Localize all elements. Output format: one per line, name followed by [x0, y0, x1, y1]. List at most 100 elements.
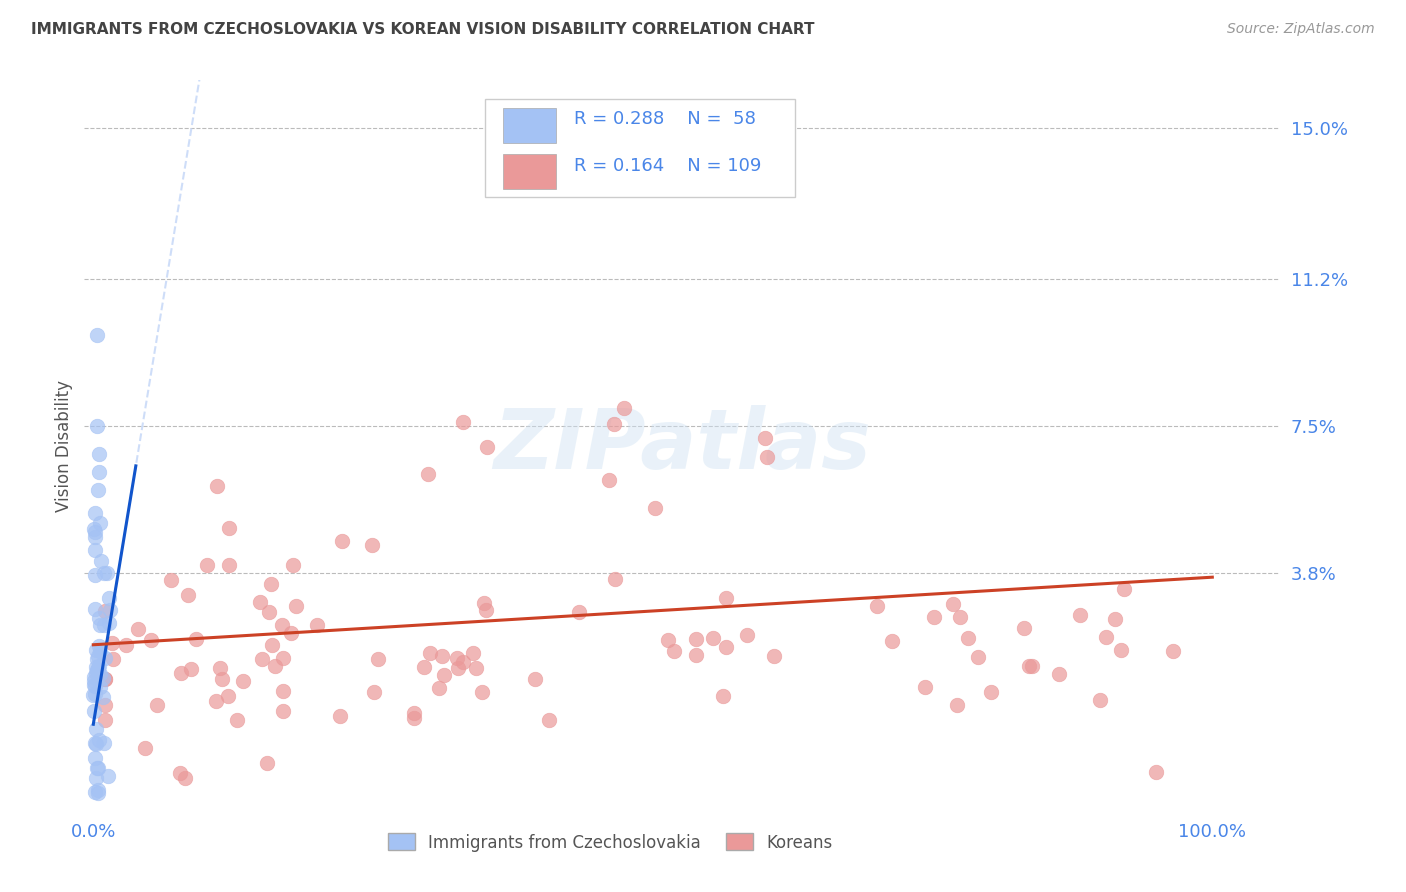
Point [84, 737, 107, 751]
Point [83, 736, 105, 750]
Point [613, 401, 636, 416]
Text: ZIPatlas: ZIPatlas [494, 406, 870, 486]
Point [270, 618, 292, 632]
Point [754, 431, 776, 445]
Point [83, 751, 105, 765]
Point [218, 520, 240, 534]
Point [465, 660, 488, 674]
Point [256, 756, 278, 770]
Point [86, 762, 108, 776]
Point [1047, 667, 1070, 681]
Point [89, 516, 111, 530]
Point [363, 685, 385, 699]
Point [87, 783, 110, 797]
Point [225, 714, 247, 728]
Point [93, 604, 115, 618]
Point [866, 599, 889, 613]
Point [145, 698, 167, 712]
Point [762, 649, 785, 664]
Point [86, 664, 108, 678]
Point [882, 634, 904, 648]
Point [90, 554, 112, 568]
Point [114, 638, 136, 652]
Point [427, 681, 450, 695]
Point [195, 558, 218, 573]
Point [402, 711, 425, 725]
Point [451, 655, 474, 669]
Point [83, 687, 105, 701]
Point [283, 558, 305, 573]
Point [329, 709, 352, 723]
Point [173, 771, 195, 785]
Point [524, 673, 547, 687]
FancyBboxPatch shape [485, 99, 796, 197]
Point [82, 688, 104, 702]
Point [280, 626, 302, 640]
Point [86, 419, 108, 434]
Point [605, 572, 627, 586]
Point [714, 640, 737, 655]
Point [83, 673, 105, 688]
Point [84, 771, 107, 785]
Point [477, 440, 499, 454]
Point [83, 678, 105, 692]
Point [83, 530, 105, 544]
Point [232, 674, 254, 689]
FancyBboxPatch shape [503, 154, 557, 189]
Point [1161, 644, 1184, 658]
Point [93, 672, 115, 686]
Point [1114, 582, 1136, 596]
Point [101, 651, 124, 665]
Text: Source: ZipAtlas.com: Source: ZipAtlas.com [1227, 22, 1375, 37]
Point [87, 465, 110, 479]
Point [180, 662, 202, 676]
Point [957, 631, 980, 645]
Point [218, 558, 240, 573]
Point [84, 525, 107, 540]
Point [169, 765, 191, 780]
Point [86, 663, 108, 677]
FancyBboxPatch shape [503, 108, 557, 143]
Point [260, 576, 283, 591]
Point [949, 610, 972, 624]
Point [419, 647, 441, 661]
Point [924, 610, 946, 624]
Point [471, 684, 494, 698]
Point [93, 566, 115, 580]
Point [89, 644, 111, 658]
Point [86, 661, 108, 675]
Text: IMMIGRANTS FROM CZECHOSLOVAKIA VS KOREAN VISION DISABILITY CORRELATION CHART: IMMIGRANTS FROM CZECHOSLOVAKIA VS KOREAN… [31, 22, 814, 37]
Point [472, 597, 495, 611]
Point [271, 684, 294, 698]
Point [412, 660, 434, 674]
Point [451, 415, 474, 429]
Point [86, 643, 108, 657]
Point [93, 736, 115, 750]
Point [360, 538, 382, 552]
Point [657, 632, 679, 647]
Point [83, 669, 105, 683]
Point [967, 649, 990, 664]
Point [87, 610, 110, 624]
Point [252, 652, 274, 666]
Point [980, 685, 1002, 699]
Point [87, 648, 110, 663]
Point [93, 672, 115, 686]
Point [217, 689, 239, 703]
Point [127, 623, 149, 637]
Point [89, 618, 111, 632]
Point [83, 785, 105, 799]
Point [264, 659, 287, 673]
Point [737, 628, 759, 642]
Point [1021, 659, 1043, 673]
Point [84, 543, 107, 558]
Point [463, 646, 485, 660]
Point [84, 679, 107, 693]
Point [249, 595, 271, 609]
Point [1144, 764, 1167, 779]
Point [418, 467, 440, 482]
Point [430, 649, 453, 664]
Point [93, 713, 115, 727]
Point [83, 522, 105, 536]
Point [87, 761, 110, 775]
